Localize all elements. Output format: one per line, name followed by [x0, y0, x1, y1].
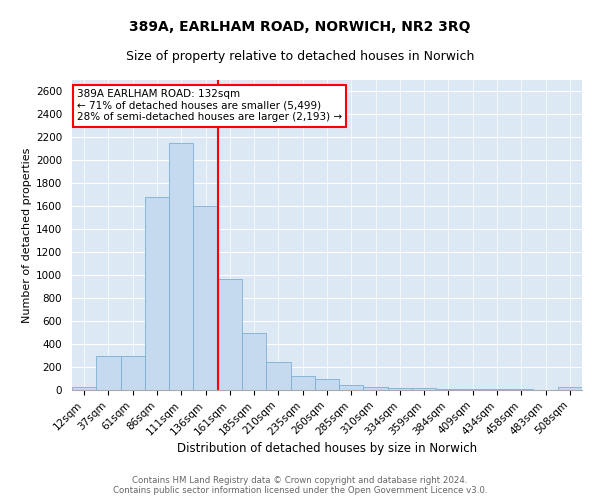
Bar [315, 378, 339, 390]
Bar [121, 356, 145, 390]
Bar [169, 143, 193, 390]
Bar [412, 388, 436, 390]
Text: 389A EARLHAM ROAD: 132sqm
← 71% of detached houses are smaller (5,499)
28% of se: 389A EARLHAM ROAD: 132sqm ← 71% of detac… [77, 90, 342, 122]
Bar [72, 387, 96, 390]
Bar [145, 197, 169, 390]
Bar [242, 332, 266, 390]
Bar [96, 356, 121, 390]
Bar [461, 389, 485, 390]
Bar [364, 387, 388, 390]
Bar [388, 388, 412, 390]
Bar [290, 376, 315, 390]
Bar [339, 386, 364, 390]
Bar [218, 278, 242, 390]
Text: Contains HM Land Registry data © Crown copyright and database right 2024.
Contai: Contains HM Land Registry data © Crown c… [113, 476, 487, 495]
Text: 389A, EARLHAM ROAD, NORWICH, NR2 3RQ: 389A, EARLHAM ROAD, NORWICH, NR2 3RQ [129, 20, 471, 34]
Bar [193, 206, 218, 390]
X-axis label: Distribution of detached houses by size in Norwich: Distribution of detached houses by size … [177, 442, 477, 455]
Bar [558, 387, 582, 390]
Bar [436, 389, 461, 390]
Bar [266, 362, 290, 390]
Y-axis label: Number of detached properties: Number of detached properties [22, 148, 32, 322]
Text: Size of property relative to detached houses in Norwich: Size of property relative to detached ho… [126, 50, 474, 63]
